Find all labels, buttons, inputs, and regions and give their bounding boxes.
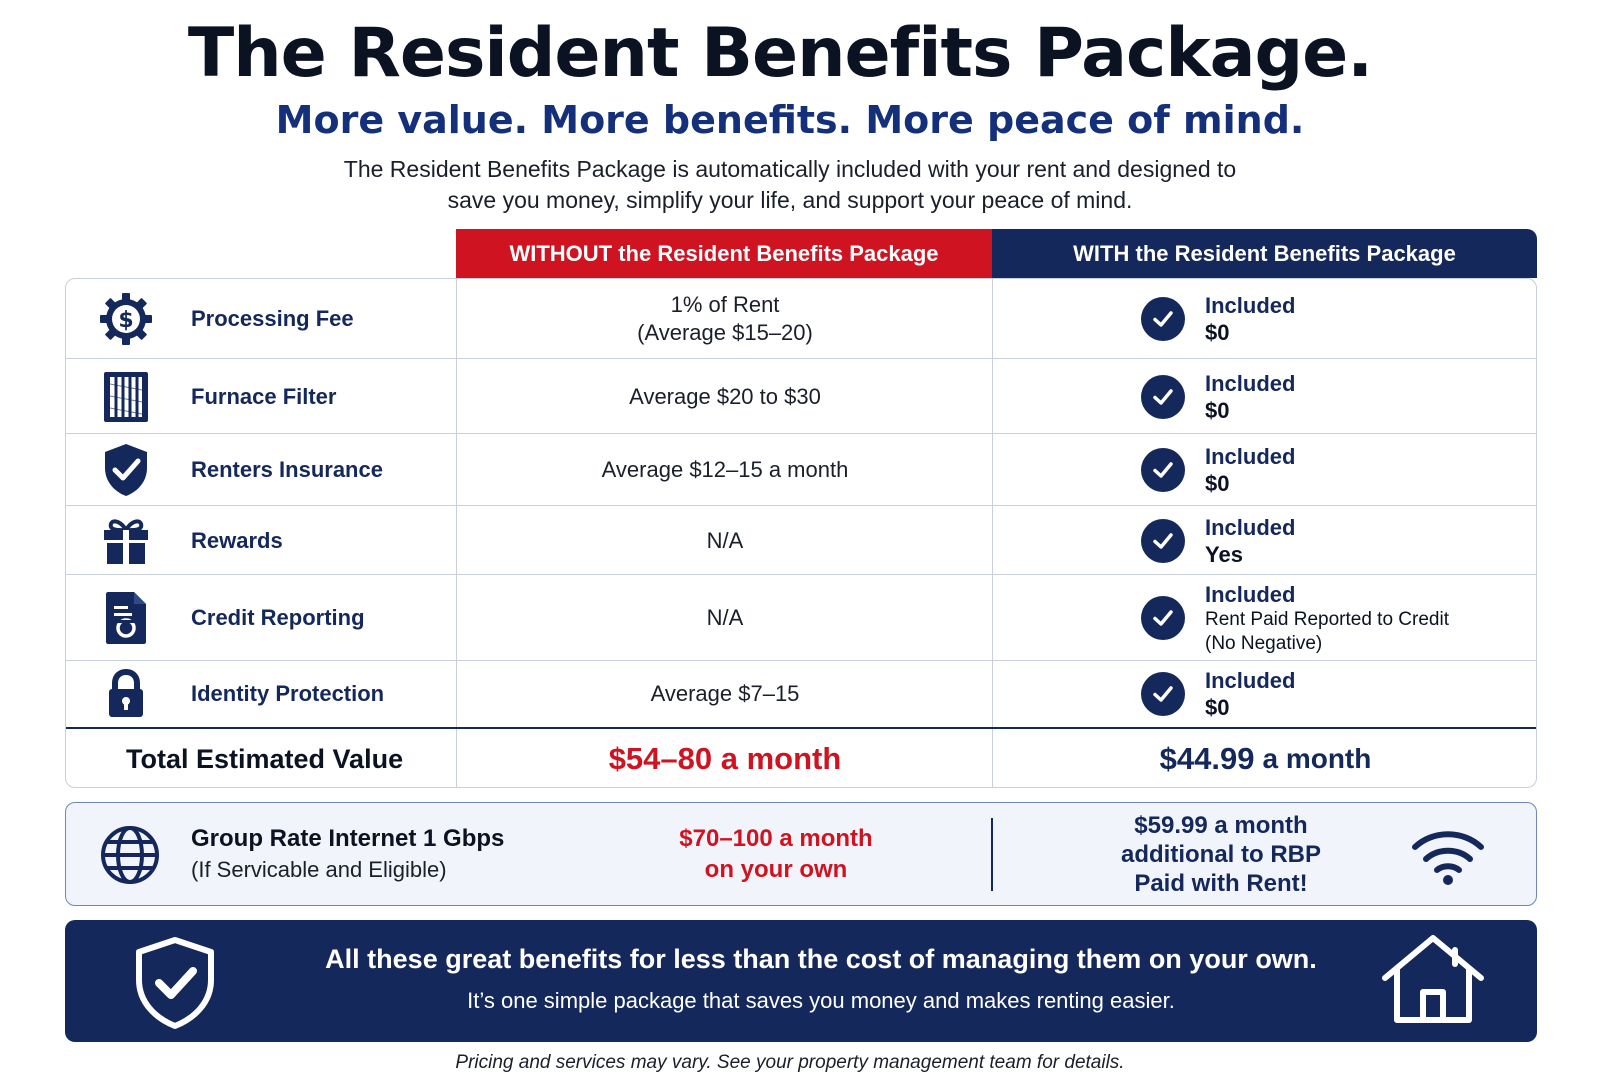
included-label: Included: [1205, 514, 1296, 540]
without-value: 1% of Rent (Average $15–20): [457, 279, 993, 359]
total-with-unit: a month: [1262, 743, 1372, 774]
benefits-banner: All these great benefits for less than t…: [65, 920, 1537, 1042]
table-row: $ Processing Fee 1% of Rent (Average $15…: [66, 279, 1536, 359]
included-label: Included: [1205, 581, 1296, 607]
furnace-filter-icon: [96, 359, 156, 434]
with-amount: $0: [1205, 320, 1230, 345]
without-value-line: Average $7–15: [650, 681, 800, 706]
internet-rbp-line: additional to RBP: [1121, 841, 1321, 868]
credit-report-icon: [96, 575, 156, 661]
check-circle-icon: [1141, 297, 1185, 341]
included-label: Included: [1205, 668, 1296, 693]
check-circle-icon: [1141, 448, 1185, 492]
intro-line: The Resident Benefits Package is automat…: [343, 156, 1237, 182]
with-value: Included $0: [1141, 434, 1295, 506]
internet-rbp-price: $59.99 a month additional to RBP Paid wi…: [1106, 811, 1336, 898]
table-row: Rewards N/A Included Yes: [66, 506, 1536, 575]
without-value: Average $20 to $30: [457, 359, 993, 434]
footer-disclaimer: Pricing and services may vary. See your …: [455, 1052, 1125, 1073]
row-label: Renters Insurance: [191, 457, 383, 482]
with-value: Included Rent Paid Reported to Credit (N…: [1141, 575, 1449, 661]
intro-text: The Resident Benefits Package is automat…: [300, 154, 1280, 216]
with-amount: $0: [1205, 397, 1230, 423]
banner-subline: It’s one simple package that saves you m…: [467, 988, 1175, 1013]
dollar-gear-icon: $: [96, 279, 156, 359]
internet-note: (If Servicable and Eligible): [191, 857, 447, 882]
with-amount: Yes: [1205, 541, 1243, 567]
with-value: Included $0: [1141, 279, 1295, 359]
banner-headline: All these great benefits for less than t…: [325, 944, 1317, 974]
with-value: Included Yes: [1141, 506, 1295, 575]
row-label: Processing Fee: [191, 306, 354, 331]
gift-icon: [96, 506, 156, 575]
lock-icon: [96, 661, 156, 727]
row-label: Identity Protection: [191, 681, 385, 706]
internet-cost-line: $70–100 a month: [679, 825, 873, 852]
internet-cost-line: on your own: [704, 856, 848, 883]
internet-rbp-line: Paid with Rent!: [1134, 870, 1308, 897]
internet-divider: [991, 818, 993, 891]
globe-icon: [100, 825, 160, 890]
included-label: Included: [1205, 370, 1296, 396]
total-with-value: $44.99 a month: [993, 729, 1538, 789]
without-value-line: 1% of Rent: [670, 292, 780, 317]
without-value-line: Average $20 to $30: [629, 383, 821, 409]
total-label: Total Estimated Value: [126, 743, 404, 774]
internet-rbp-line: $59.99 a month: [1134, 812, 1308, 839]
included-label: Included: [1205, 444, 1296, 469]
without-value: N/A: [457, 575, 993, 661]
without-value-line: N/A: [706, 605, 744, 630]
intro-line: save you money, simplify your life, and …: [447, 187, 1133, 213]
with-amount: Rent Paid Reported to Credit: [1205, 608, 1449, 630]
with-amount: (No Negative): [1205, 632, 1323, 654]
with-value: Included $0: [1141, 661, 1295, 727]
internet-name: Group Rate Internet 1 Gbps: [191, 825, 505, 852]
page-subtitle: More value. More benefits. More peace of…: [275, 98, 1305, 142]
without-value-line: (Average $15–20): [637, 320, 813, 345]
with-value: Included $0: [1141, 359, 1295, 434]
total-without-value: $54–80 a month: [608, 741, 842, 776]
with-amount: $0: [1205, 471, 1230, 496]
comparison-table: $ Processing Fee 1% of Rent (Average $15…: [65, 278, 1537, 788]
column-divider: [992, 279, 993, 787]
included-label: Included: [1205, 293, 1296, 318]
check-circle-icon: [1141, 518, 1185, 563]
without-value-line: Average $12–15 a month: [601, 457, 849, 482]
check-circle-icon: [1141, 596, 1185, 640]
internet-cost-own: $70–100 a month on your own: [596, 823, 956, 885]
column-header-with: WITH the Resident Benefits Package: [992, 229, 1537, 278]
total-divider: [66, 727, 1536, 729]
total-with-amount: $44.99: [1159, 741, 1255, 776]
row-label: Credit Reporting: [191, 605, 365, 630]
shield-check-icon: [96, 434, 156, 506]
row-label: Furnace Filter: [191, 383, 337, 409]
check-circle-icon: [1141, 374, 1185, 419]
with-amount: $0: [1205, 695, 1230, 720]
column-divider: [456, 279, 457, 787]
internet-offer: Group Rate Internet 1 Gbps (If Servicabl…: [65, 802, 1537, 906]
table-row: Credit Reporting N/A Included Rent Paid …: [66, 575, 1536, 661]
house-icon: [1381, 934, 1485, 1031]
without-value: N/A: [457, 506, 993, 575]
table-row: Identity Protection Average $7–15 Includ…: [66, 661, 1536, 727]
page-title: The Resident Benefits Package.: [187, 14, 1373, 93]
row-label: Rewards: [191, 527, 283, 553]
without-value: Average $12–15 a month: [457, 434, 993, 506]
column-header-without: WITHOUT the Resident Benefits Package: [456, 229, 992, 278]
without-value: Average $7–15: [457, 661, 993, 727]
table-row: Furnace Filter Average $20 to $30 Includ…: [66, 359, 1536, 434]
svg-text:$: $: [118, 308, 133, 333]
shield-check-icon: [133, 936, 217, 1035]
table-row: Renters Insurance Average $12–15 a month…: [66, 434, 1536, 506]
wifi-icon: [1411, 829, 1485, 890]
check-circle-icon: [1141, 672, 1185, 716]
without-value-line: N/A: [706, 527, 744, 553]
